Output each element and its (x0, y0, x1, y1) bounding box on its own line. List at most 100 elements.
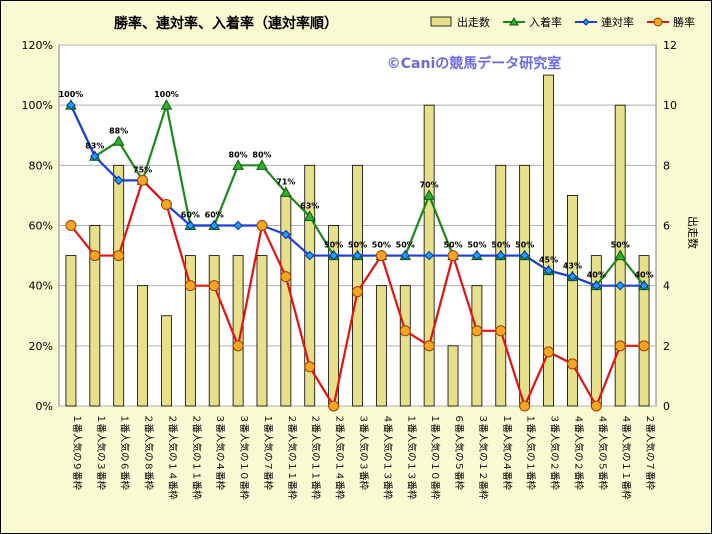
data-label: 45% (539, 256, 558, 265)
category-label: ２番人気の１４番枠 (166, 414, 178, 500)
legend-label: 連対率 (601, 15, 634, 29)
bar (256, 255, 268, 407)
category-label: ３番人気の４番枠 (214, 414, 226, 491)
category-label: １番人気の１０番枠 (429, 414, 441, 500)
data-label: 40% (634, 271, 653, 280)
axes: 0% 20% 40% 60% 80% 100% 120% 0 2 4 6 8 10 12 １番人気の９番枠 １… (22, 39, 677, 500)
category-label: ４番人気の１１番枠 (620, 414, 632, 500)
bar (208, 255, 220, 407)
rentai-rate-point (400, 250, 410, 261)
rentai-rate-point (281, 229, 291, 240)
legend-marker (653, 17, 663, 27)
win-rate-point (256, 220, 268, 231)
y-left-tick-label: 100% (22, 99, 53, 112)
category-label: ４番人気の２番枠 (572, 414, 584, 491)
win-rate-point (423, 340, 435, 352)
bar (543, 74, 554, 407)
rentai-rate-point (567, 271, 578, 282)
place-rate-point (232, 159, 244, 170)
bar (495, 164, 507, 407)
category-label: ６番人気の５番枠 (453, 414, 465, 491)
win-rate-point (352, 286, 363, 298)
y-right-tick-label: 6 (663, 220, 670, 233)
rentai-rate-point (90, 151, 100, 162)
y-right-tick-label: 4 (663, 280, 670, 293)
win-rate-point (160, 198, 172, 210)
data-label: 88% (109, 126, 128, 135)
data-label: 50% (515, 241, 534, 250)
rentai-rate-point (424, 250, 434, 261)
category-label: １番人気の３番枠 (95, 414, 107, 491)
place-rate-point (160, 99, 173, 110)
data-labels: 100% 83% 88% 75% 100% 60% 60% 80% 80% 71% 63% 50% 50… (59, 90, 654, 280)
win-rate-point (566, 358, 578, 370)
place-rate-point (614, 249, 627, 261)
place-rate-point (256, 159, 268, 170)
data-label: 50% (396, 241, 415, 250)
category-label: ２番人気の１１番枠 (310, 414, 322, 500)
win-rate-point (471, 325, 483, 337)
win-rate-point (447, 250, 459, 262)
data-label: 83% (85, 141, 104, 150)
win-rate-point (638, 340, 650, 352)
win-rate-point (614, 340, 626, 352)
legend-swatch (430, 16, 452, 27)
bar (184, 255, 196, 407)
data-label: 50% (443, 241, 462, 250)
bar (161, 315, 172, 407)
category-label: ２番人気の８番枠 (143, 414, 155, 491)
data-label: 70% (420, 180, 439, 189)
rentai-rate-point (113, 175, 124, 186)
data-label: 40% (587, 271, 606, 280)
data-label: 50% (611, 241, 630, 250)
win-rate-point (590, 400, 602, 412)
legend-label: 勝率 (673, 15, 695, 29)
legend-marker (509, 16, 519, 26)
bar (399, 285, 411, 407)
bar (65, 255, 77, 407)
data-label: 43% (563, 262, 582, 271)
data-label: 100% (154, 90, 179, 99)
data-label: 63% (300, 201, 319, 210)
bar (113, 164, 125, 407)
rentai-rate-point (233, 220, 243, 231)
category-label: １番人気の４番枠 (501, 414, 513, 491)
rentai-rate-point (305, 250, 315, 261)
category-label: １番人気の７番枠 (262, 414, 274, 491)
data-label: 50% (348, 241, 367, 250)
category-label: ２番人気の１１番枠 (190, 414, 202, 500)
place-rate-point (423, 189, 435, 200)
rentai-rate-point (519, 250, 530, 261)
y-left-tick-label: 120% (22, 39, 53, 52)
data-label: 60% (205, 211, 224, 220)
win-rate-point (89, 250, 101, 262)
win-rate-point (184, 280, 196, 292)
y-left-tick-label: 40% (29, 280, 53, 293)
place-rate-point (303, 210, 316, 221)
data-label: 50% (372, 241, 391, 250)
data-label: 100% (59, 90, 84, 99)
legend: 出走数 入着率 連対率 勝率 (430, 15, 695, 29)
bar (89, 225, 101, 407)
win-rate-point (375, 250, 387, 262)
rentai-rate-point (496, 250, 506, 261)
place-rate-point (280, 186, 292, 197)
bar (471, 285, 483, 407)
legend-label: 入着率 (529, 15, 562, 29)
y-left-tick-label: 0% (36, 400, 53, 413)
win-rate-point (280, 271, 292, 283)
category-label: ２番人気の１１番枠 (286, 414, 298, 500)
rentai-rate-point (543, 265, 554, 276)
y-right-tick-label: 12 (663, 39, 677, 52)
win-rate-point (113, 250, 125, 262)
bar (137, 285, 148, 407)
bar (375, 285, 387, 407)
y-right-axis-label: 出走数 (686, 216, 700, 249)
category-label: １番人気の１３番枠 (405, 414, 417, 500)
category-label: １番人気の１番枠 (525, 414, 537, 491)
category-label: ２番人気の７番枠 (644, 414, 656, 491)
win-rate-point (65, 220, 77, 231)
win-rate-point (304, 361, 316, 373)
